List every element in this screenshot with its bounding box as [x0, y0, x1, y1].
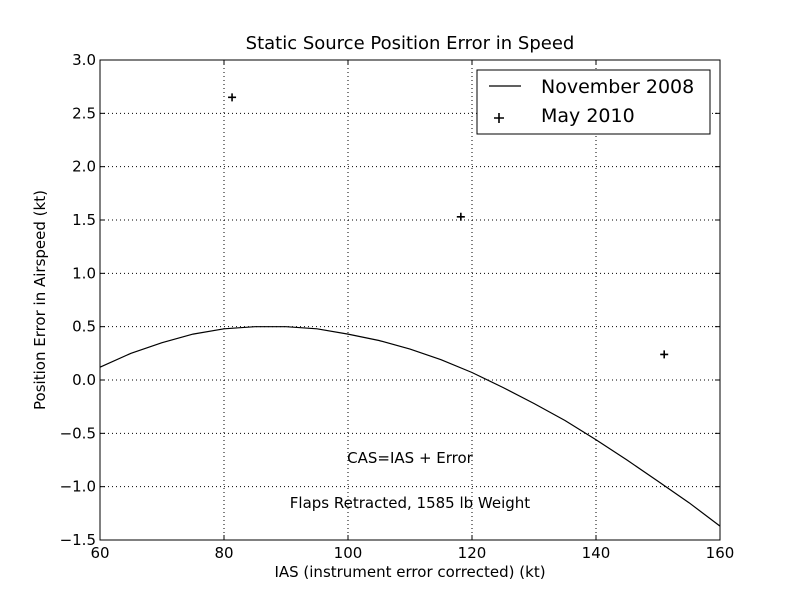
plot-area [99, 93, 721, 527]
series-line-november-2008 [99, 326, 721, 527]
data-point-may-2010 [228, 93, 237, 102]
legend-box [476, 69, 711, 135]
y-tick-label: 1.0 [72, 264, 96, 282]
y-tick-label: 3.0 [72, 51, 96, 69]
chart-title: Static Source Position Error in Speed [246, 33, 575, 54]
x-axis-label: IAS (instrument error corrected) (kt) [274, 563, 545, 581]
annotation-cas-formula: CAS=IAS + Error [347, 449, 474, 467]
y-tick-label: 0.5 [72, 318, 96, 336]
x-tick-label: 100 [334, 544, 363, 562]
data-point-may-2010 [456, 212, 465, 221]
axis-ticks: 60 80 100 120 140 160 −1.5 −1.0 −0.5 0.0 0.5 1.0 1.5… [60, 51, 735, 562]
y-tick-label: 2.5 [72, 104, 96, 122]
legend: November 2008 May 2010 [476, 69, 711, 135]
y-tick-label: 0.0 [72, 371, 96, 389]
y-tick-label: −0.5 [60, 424, 96, 442]
y-tick-label: −1.5 [60, 531, 96, 549]
plot-frame [99, 59, 721, 541]
x-tick-label: 160 [706, 544, 735, 562]
y-tick-label: −1.0 [60, 478, 96, 496]
data-point-may-2010 [660, 350, 669, 359]
legend-label-november-2008: November 2008 [541, 76, 694, 98]
x-tick-label: 60 [90, 544, 109, 562]
x-tick-label: 140 [582, 544, 611, 562]
x-tick-label: 120 [458, 544, 487, 562]
x-tick-label: 80 [214, 544, 233, 562]
legend-label-may-2010: May 2010 [541, 105, 635, 127]
annotation-flaps-weight: Flaps Retracted, 1585 lb Weight [290, 494, 530, 512]
y-axis-label: Position Error in Airspeed (kt) [31, 190, 49, 410]
y-tick-label: 1.5 [72, 211, 96, 229]
y-tick-label: 2.0 [72, 158, 96, 176]
legend-plus-marker [494, 113, 504, 123]
